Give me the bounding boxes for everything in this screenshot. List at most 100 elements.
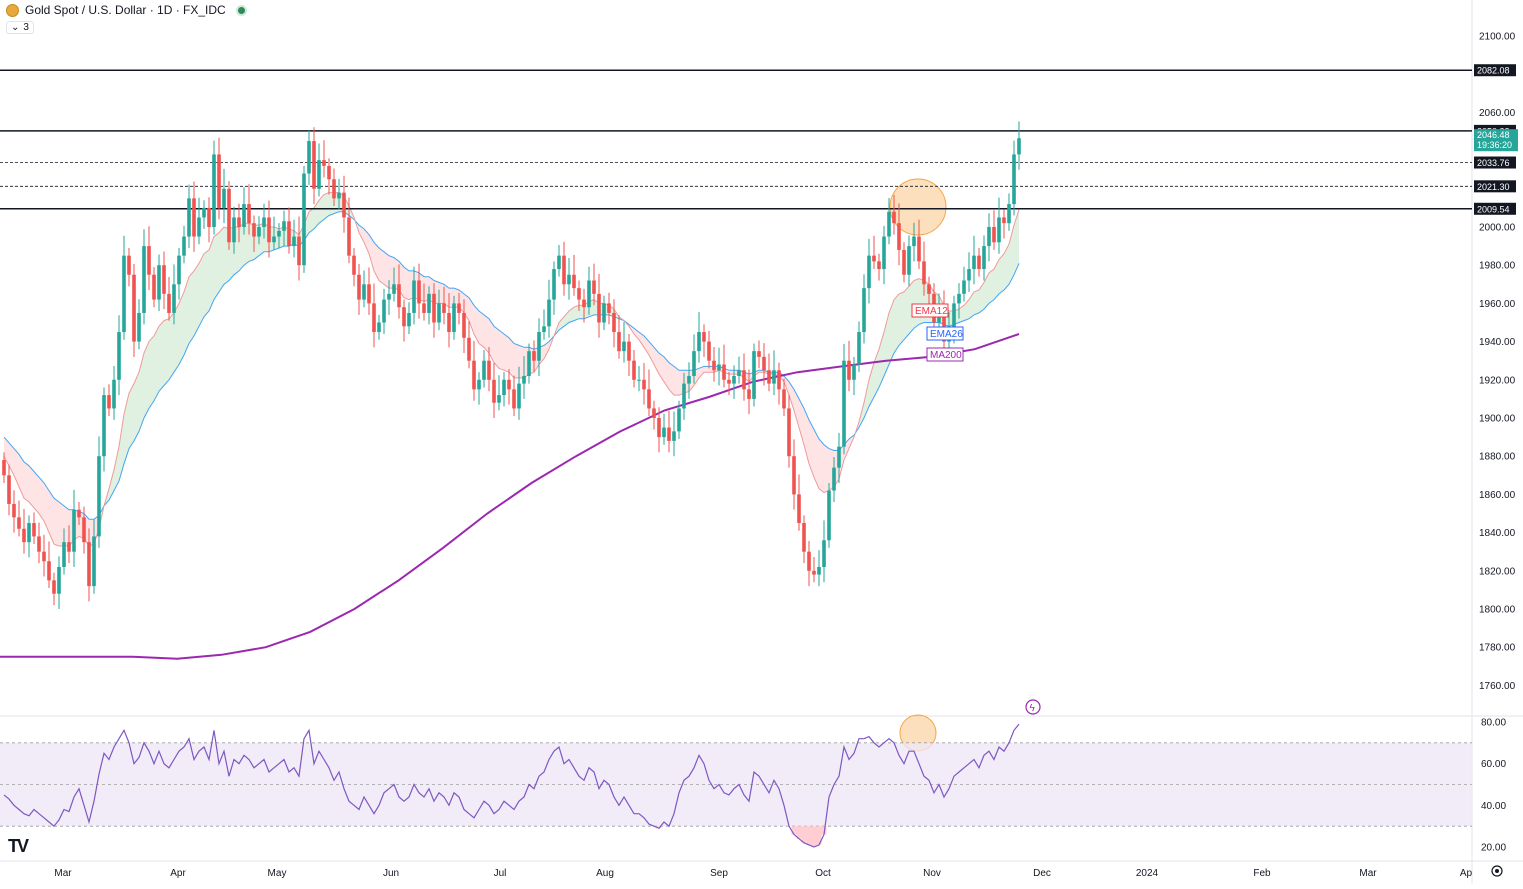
ema-cloud-segment xyxy=(219,227,224,292)
candle-body xyxy=(217,154,221,208)
current-price-label: 2046.48 xyxy=(1477,130,1510,140)
settings-gear-icon-center xyxy=(1495,869,1499,873)
axes-layer: 2100.00 2060.00 2000.00 1980.00 1960.00 1940.… xyxy=(54,32,1515,880)
ema-cloud-segment xyxy=(729,370,734,375)
ema-cloud-segment xyxy=(174,303,179,373)
candle-body xyxy=(152,274,156,300)
candle-body xyxy=(927,284,931,294)
candle-body xyxy=(187,198,191,237)
ema-cloud-segment xyxy=(869,362,874,407)
ema-cloud-segment xyxy=(519,345,524,378)
candle-body xyxy=(872,255,876,262)
ema-cloud-segment xyxy=(394,257,399,291)
candle-body xyxy=(672,431,676,441)
ema-cloud-segment xyxy=(889,299,894,365)
ema-cloud-segment xyxy=(919,278,924,325)
candle-body xyxy=(587,280,591,308)
ema-cloud-segment xyxy=(664,356,669,390)
ema-cloud-segment xyxy=(159,320,164,392)
time-tick-label: Nov xyxy=(923,868,941,879)
candle-body xyxy=(582,299,586,308)
candle-body xyxy=(372,303,376,333)
candle-body xyxy=(367,284,371,304)
candle-body xyxy=(682,383,686,409)
candle-body xyxy=(777,370,781,390)
candle-body xyxy=(102,395,106,457)
current-price-tag xyxy=(1474,129,1518,152)
ema-cloud-segment xyxy=(544,341,549,359)
candle-body xyxy=(867,255,871,289)
ema-cloud-segment xyxy=(209,236,214,312)
ema-cloud-segment xyxy=(1004,244,1009,291)
candle-body xyxy=(852,364,856,380)
indicators-toggle[interactable]: ⌄ 3 xyxy=(6,21,34,34)
candle-body xyxy=(527,351,531,376)
candle-body xyxy=(657,418,661,438)
candle-body xyxy=(27,523,31,543)
candle-body xyxy=(487,360,491,380)
candle-body xyxy=(82,517,86,543)
candle-body xyxy=(902,249,906,275)
price-tick-label: 1960.00 xyxy=(1479,299,1516,310)
candle-body xyxy=(117,332,121,380)
price-tick-label: 1820.00 xyxy=(1479,566,1516,577)
chevron-down-icon: ⌄ xyxy=(11,22,20,33)
candle-body xyxy=(512,389,516,409)
ma200-label: MA200 xyxy=(930,350,962,361)
ema12-label-box xyxy=(911,303,949,318)
level-tag xyxy=(1474,156,1516,169)
candle-body xyxy=(557,255,561,270)
time-tick-label: Oct xyxy=(815,868,831,879)
ema26-line xyxy=(3,211,1020,520)
rsi-tick-label: 60.00 xyxy=(1481,759,1506,770)
ema-cloud-segment xyxy=(899,291,904,346)
candle-body xyxy=(462,312,466,338)
candle-body xyxy=(922,261,926,285)
price-tick-label: 1940.00 xyxy=(1479,337,1516,348)
ema-cloud-segment xyxy=(959,305,964,323)
price-tick-label: 1780.00 xyxy=(1479,643,1516,654)
price-tick-label: 1900.00 xyxy=(1479,414,1516,425)
candle-body xyxy=(442,303,446,313)
candle-body xyxy=(282,221,286,231)
candle-body xyxy=(792,456,796,495)
candle-body xyxy=(302,173,306,266)
candle-body xyxy=(452,303,456,333)
candle-body xyxy=(17,517,21,529)
ema-cloud-segment xyxy=(169,312,174,380)
candle-body xyxy=(497,395,501,403)
candle-body xyxy=(832,467,836,491)
ema-cloud-segment xyxy=(499,330,504,371)
alert-bolt-icon[interactable] xyxy=(1025,699,1041,715)
ema-cloud-segment xyxy=(579,305,584,319)
candle-body xyxy=(617,332,621,352)
ema-cloud-segment xyxy=(789,381,794,411)
candle-body xyxy=(917,236,921,262)
candle-body xyxy=(542,326,546,333)
ema-cloud-segment xyxy=(904,286,909,340)
candle-body xyxy=(687,375,691,384)
candle-body xyxy=(507,379,511,390)
ema-cloud-segment xyxy=(389,255,394,289)
ema-cloud-segment xyxy=(54,498,59,546)
symbol-title[interactable]: Gold Spot / U.S. Dollar · 1D · FX_IDC xyxy=(25,3,226,17)
candle-body xyxy=(197,217,201,237)
time-tick-label: Ap xyxy=(1460,868,1473,879)
candle-body xyxy=(887,211,891,237)
candle-body xyxy=(1017,138,1021,155)
ema-cloud-segment xyxy=(59,502,64,546)
settings-gear-icon[interactable] xyxy=(1491,865,1503,877)
price-tick-label: 1840.00 xyxy=(1479,528,1516,539)
candle-body xyxy=(237,217,241,227)
ema-cloud-segment xyxy=(404,267,409,300)
ema-cloud-segment xyxy=(454,288,459,308)
ema-cloud-segment xyxy=(29,465,34,508)
tradingview-logo-icon[interactable]: TV xyxy=(8,836,29,856)
candle-body xyxy=(522,375,526,384)
candle-body xyxy=(327,165,331,180)
candle-body xyxy=(472,360,476,390)
candle-body xyxy=(447,312,451,333)
candle-body xyxy=(427,293,431,313)
